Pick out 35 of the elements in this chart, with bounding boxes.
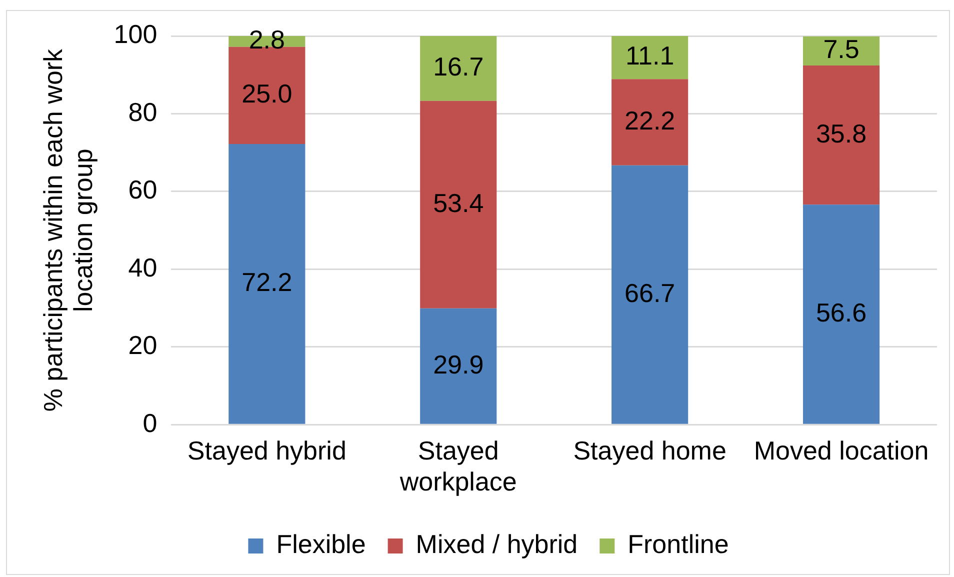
y-tick-label: 80 <box>128 96 158 127</box>
x-tick-label: Moved location <box>754 435 929 466</box>
legend-label: Flexible <box>276 529 366 560</box>
x-tick-label: Stayed workplace <box>398 435 517 497</box>
bar <box>612 79 688 166</box>
data-label: 11.1 <box>625 40 674 71</box>
data-label: 29.9 <box>433 349 484 380</box>
legend-label: Frontline <box>628 529 729 560</box>
bar <box>420 308 497 424</box>
bar <box>802 36 880 66</box>
data-label: 25.0 <box>242 78 292 109</box>
bar <box>228 144 306 424</box>
data-label: 35.8 <box>816 118 867 148</box>
data-label: 22.2 <box>624 105 676 136</box>
bar <box>802 204 880 424</box>
data-label: 53.4 <box>433 188 484 218</box>
bar <box>612 165 688 424</box>
y-axis-title: % participants within each work location group <box>38 48 98 412</box>
y-tick-label: 20 <box>128 330 158 360</box>
y-tick-label: 60 <box>128 174 158 205</box>
data-label: 7.5 <box>823 34 860 64</box>
data-label: 66.7 <box>624 278 676 308</box>
y-tick-label: 40 <box>128 252 158 282</box>
legend-label: Mixed / hybrid <box>416 529 578 560</box>
y-tick-label: 0 <box>142 408 158 438</box>
x-tick-label: Stayed hybrid <box>187 435 346 466</box>
data-label: 72.2 <box>242 267 292 298</box>
bar <box>420 100 497 308</box>
bar <box>420 36 497 101</box>
bar <box>612 36 688 80</box>
data-label: 56.6 <box>816 297 867 328</box>
x-tick-label: Stayed home <box>573 435 726 466</box>
y-tick-label: 100 <box>114 19 158 50</box>
data-label: 16.7 <box>433 52 484 82</box>
bar <box>802 66 880 205</box>
